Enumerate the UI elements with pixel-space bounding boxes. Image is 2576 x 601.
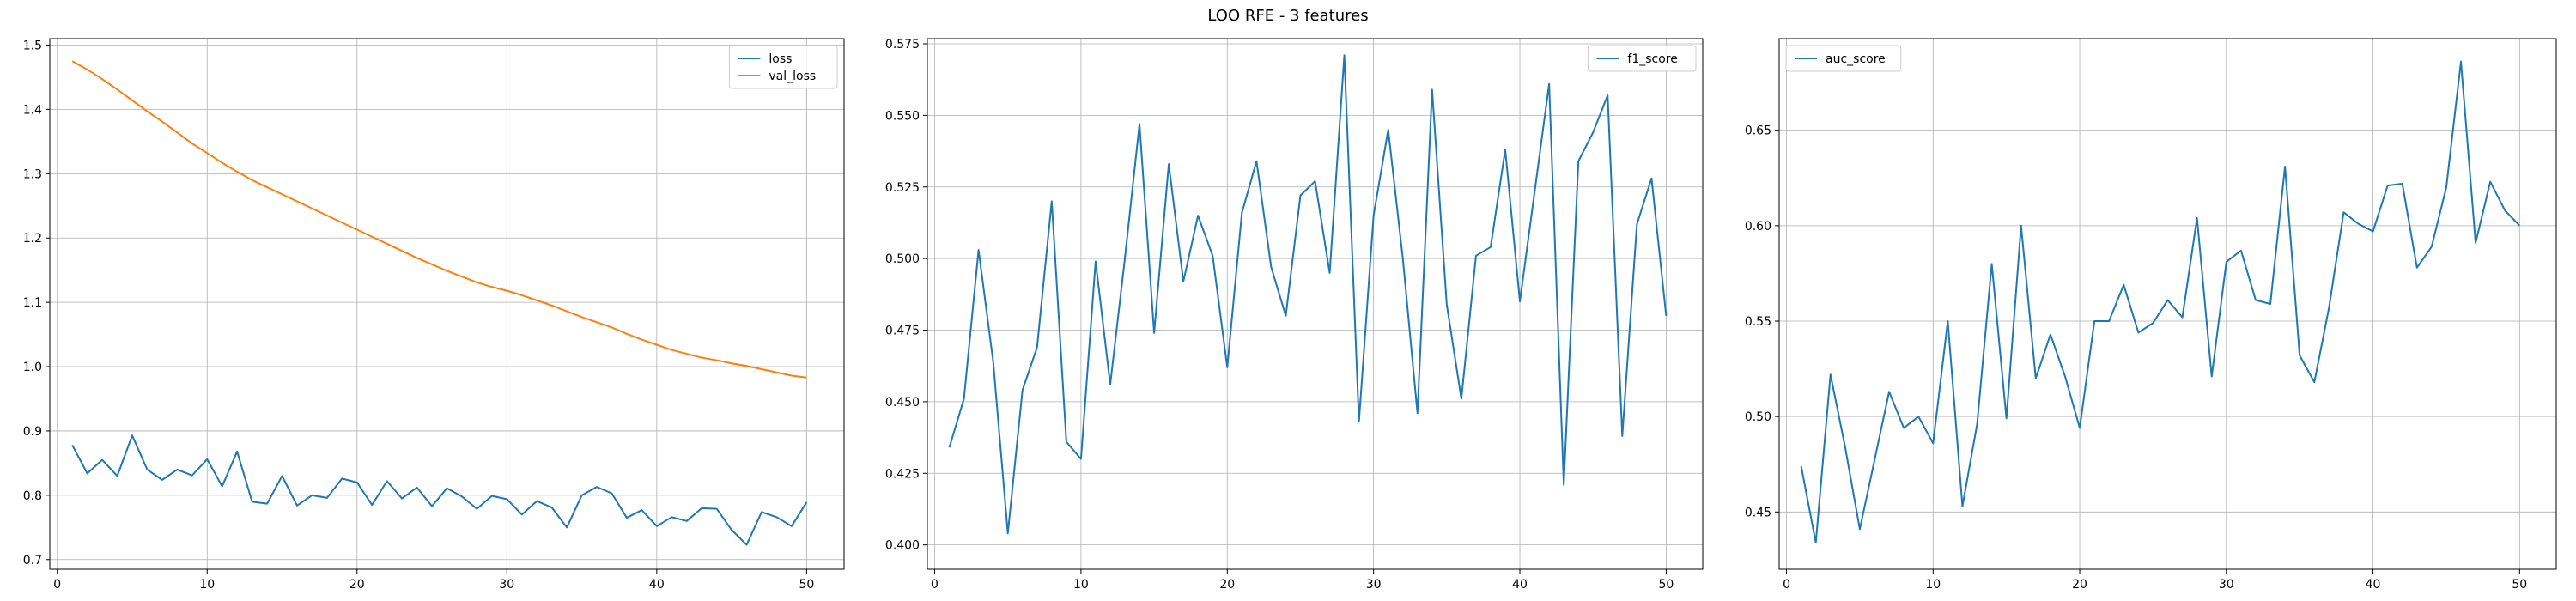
legend: loss val_loss	[728, 45, 838, 89]
legend-box	[728, 45, 838, 89]
series-line-val-loss	[71, 60, 807, 379]
y-tick-label: 0.8	[23, 489, 42, 503]
y-tick-label: 0.9	[23, 425, 42, 439]
legend: f1_score	[1587, 45, 1697, 72]
plot-frame	[49, 38, 845, 570]
x-tick-label: 30	[2219, 578, 2234, 592]
y-tick-label: 0.65	[1745, 124, 1771, 138]
auc-score-chart: 0 10 20 30 40 50 0.45 0.50 0.55 0.60 0.65 auc_score	[1745, 38, 2557, 592]
legend-box	[1587, 45, 1697, 72]
y-tick-label: 0.55	[1745, 315, 1771, 329]
series-line-f1-score	[948, 54, 1668, 535]
y-tick-label: 1.3	[23, 167, 42, 181]
loss-chart: 0 10 20 30 40 50 0.7 0.8 0.9 1.0 1.1 1.2 1.3 1.4 1.5 lo…	[23, 38, 845, 592]
y-tick-label: 0.425	[885, 467, 920, 481]
x-tick-label: 10	[199, 578, 215, 592]
y-tick-label: 0.45	[1745, 506, 1771, 519]
x-tick-label: 0	[53, 578, 61, 592]
figure-title: LOO RFE - 3 features	[1207, 7, 1369, 25]
x-tick-label: 50	[1658, 578, 1674, 592]
x-tick-label: 20	[349, 578, 365, 592]
plot-frame	[1778, 38, 2557, 570]
legend-label-f1-score: f1_score	[1627, 52, 1677, 66]
x-tick-label: 50	[2512, 578, 2527, 592]
x-tick-label: 30	[499, 578, 514, 592]
x-tick-label: 40	[1512, 578, 1528, 592]
y-tick-label: 0.50	[1745, 410, 1771, 424]
f1-score-chart: 0 10 20 30 40 50 0.400 0.425 0.450 0.475 0.500 0.52…	[885, 38, 1704, 592]
y-tick-label: 0.400	[885, 539, 920, 553]
legend-box	[1785, 45, 1902, 72]
legend-label-auc-score: auc_score	[1826, 52, 1886, 66]
y-tick-label: 1.4	[23, 103, 42, 117]
plot-frame	[927, 38, 1704, 570]
legend-label-loss: loss	[769, 52, 792, 66]
x-tick-label: 50	[799, 578, 814, 592]
x-tick-label: 40	[2366, 578, 2381, 592]
y-tick-label: 0.450	[885, 396, 920, 410]
x-tick-label: 30	[1366, 578, 1382, 592]
legend: auc_score	[1785, 45, 1902, 72]
x-tick-label: 10	[1073, 578, 1089, 592]
y-tick-label: 1.2	[23, 232, 42, 246]
y-tick-label: 0.7	[23, 554, 42, 568]
y-tick-label: 1.0	[23, 361, 42, 374]
y-tick-label: 0.60	[1745, 220, 1771, 234]
series-line-auc-score	[1800, 60, 2521, 543]
y-tick-label: 0.475	[885, 325, 920, 338]
series-line-loss	[71, 434, 808, 546]
y-tick-label: 0.500	[885, 252, 920, 266]
legend-label-val-loss: val_loss	[769, 70, 816, 83]
x-tick-label: 20	[2072, 578, 2087, 592]
x-tick-label: 0	[1783, 578, 1790, 592]
y-tick-label: 0.550	[885, 109, 920, 123]
y-tick-label: 1.5	[23, 39, 42, 52]
y-tick-label: 0.525	[885, 181, 920, 195]
y-tick-label: 0.575	[885, 38, 920, 52]
y-tick-label: 1.1	[23, 296, 42, 310]
x-tick-label: 40	[649, 578, 665, 592]
x-tick-label: 20	[1219, 578, 1235, 592]
x-tick-label: 10	[1925, 578, 1941, 592]
x-tick-label: 0	[931, 578, 939, 592]
